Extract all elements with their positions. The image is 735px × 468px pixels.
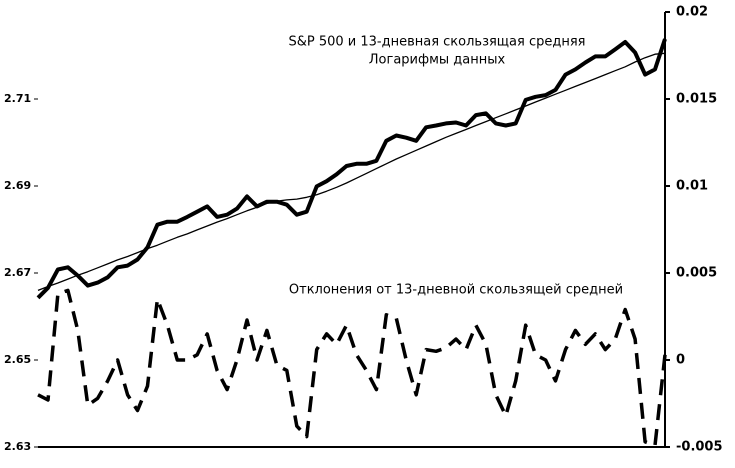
y2-tick-label: 0.005	[676, 266, 717, 281]
series-line	[37, 288, 667, 448]
y-tick-label: 2.71	[4, 92, 31, 105]
y2-tick-label: 0.01	[676, 179, 708, 194]
series-line	[37, 52, 666, 292]
y2-tick-label: 0.02	[676, 5, 708, 20]
y2-tick-label: 0	[676, 353, 685, 368]
y-tick-label: 2.67	[4, 266, 31, 279]
y-tick-label: 2.63	[4, 440, 31, 453]
series-line	[36, 38, 667, 300]
chart-subtitle: Логарифмы данных	[369, 53, 506, 68]
annotation: Отклонения от 13-дневной скользящей сред…	[289, 283, 623, 298]
y2-tick-label: 0.015	[676, 92, 717, 107]
chart-title: S&P 500 и 13-дневная скользящая средняя	[288, 35, 585, 50]
y-tick-label: 2.69	[4, 179, 31, 192]
y-tick-label: 2.65	[4, 353, 31, 366]
y2-tick-label: -0.005	[676, 440, 723, 455]
